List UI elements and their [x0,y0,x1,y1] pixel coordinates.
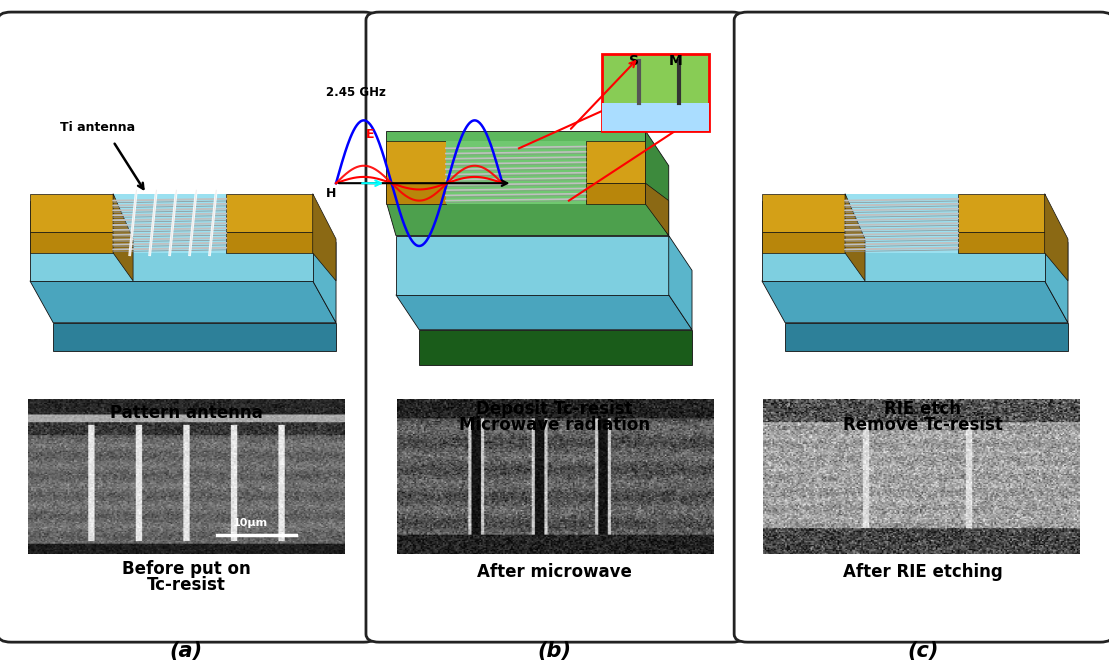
Polygon shape [762,201,1045,281]
Polygon shape [30,194,113,232]
Text: (b): (b) [538,641,571,661]
Polygon shape [53,323,336,351]
Polygon shape [586,183,645,204]
Text: Microwave radiation: Microwave radiation [459,417,650,434]
Text: Remove Tc-resist: Remove Tc-resist [843,417,1003,434]
Text: Pattern antenna: Pattern antenna [110,404,263,421]
Polygon shape [958,194,1045,232]
Text: (c): (c) [907,641,938,661]
Polygon shape [313,194,336,281]
Polygon shape [30,281,336,323]
Polygon shape [958,232,1045,253]
Polygon shape [226,194,313,232]
Text: RIE etch: RIE etch [884,401,962,418]
Polygon shape [762,232,845,253]
Polygon shape [586,142,645,183]
Polygon shape [113,194,133,281]
Text: M: M [669,54,682,68]
Polygon shape [396,236,669,295]
Polygon shape [669,236,692,329]
Polygon shape [419,329,692,364]
Polygon shape [386,201,669,236]
Polygon shape [30,201,313,281]
Polygon shape [845,194,958,253]
Polygon shape [845,194,865,281]
Polygon shape [602,103,709,131]
Polygon shape [386,183,446,204]
Polygon shape [1045,201,1068,323]
Polygon shape [762,194,845,232]
Text: S: S [629,54,639,68]
Text: E: E [366,127,375,141]
Polygon shape [396,295,692,329]
Polygon shape [785,323,1068,351]
Polygon shape [762,281,1068,323]
Text: 10μm: 10μm [233,518,268,528]
Polygon shape [386,131,645,201]
Polygon shape [313,201,336,323]
Polygon shape [113,194,226,253]
Polygon shape [446,142,586,204]
Text: Before put on: Before put on [122,560,251,578]
Text: Deposit Tc-resist: Deposit Tc-resist [476,401,633,418]
Text: (a): (a) [170,641,203,661]
Polygon shape [1045,194,1068,281]
Text: H: H [326,187,336,200]
FancyBboxPatch shape [602,54,709,131]
Text: After microwave: After microwave [477,563,632,580]
Polygon shape [645,183,669,236]
Polygon shape [30,232,113,253]
Polygon shape [645,131,669,236]
Text: Tc-resist: Tc-resist [146,576,226,594]
Text: 2.45 GHz: 2.45 GHz [326,86,386,99]
Text: After RIE etching: After RIE etching [843,563,1003,580]
Polygon shape [386,142,446,183]
Polygon shape [226,232,313,253]
Text: Ti antenna: Ti antenna [60,121,135,134]
